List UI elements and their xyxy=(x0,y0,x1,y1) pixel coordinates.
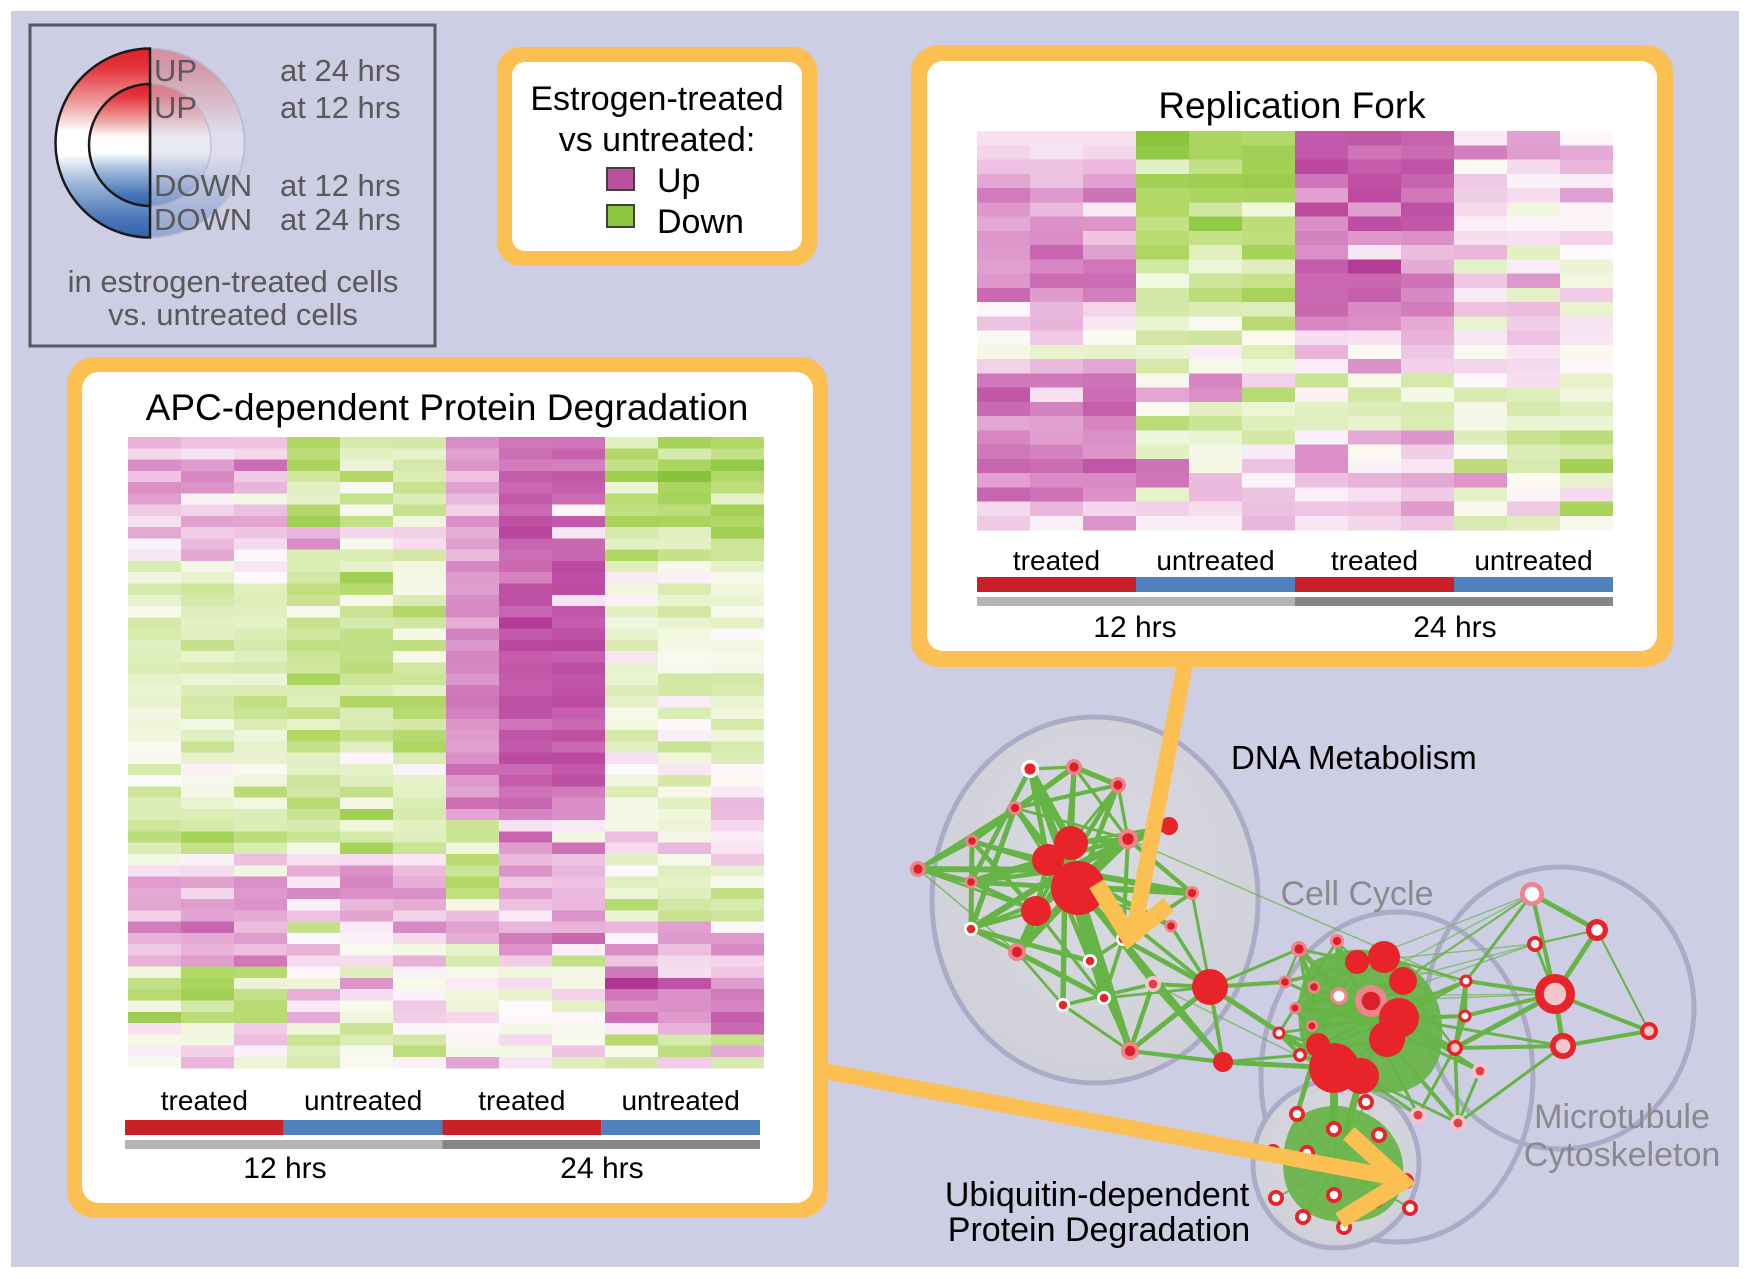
svg-text:24 hrs: 24 hrs xyxy=(1413,611,1496,644)
svg-text:treated: treated xyxy=(1331,545,1418,576)
svg-text:at 12 hrs: at 12 hrs xyxy=(280,90,401,125)
svg-text:UP: UP xyxy=(154,90,197,125)
svg-text:Ubiquitin-dependent: Ubiquitin-dependent xyxy=(945,1176,1250,1214)
svg-text:Replication Fork: Replication Fork xyxy=(1158,85,1426,126)
svg-text:12 hrs: 12 hrs xyxy=(243,1152,326,1185)
svg-text:treated: treated xyxy=(478,1085,565,1116)
svg-text:vs untreated:: vs untreated: xyxy=(559,121,756,159)
svg-text:12 hrs: 12 hrs xyxy=(1093,611,1176,644)
svg-text:untreated: untreated xyxy=(1156,545,1274,576)
svg-text:Up: Up xyxy=(657,162,700,200)
svg-text:at 12 hrs: at 12 hrs xyxy=(280,168,401,203)
svg-text:treated: treated xyxy=(1013,545,1100,576)
svg-text:treated: treated xyxy=(161,1085,248,1116)
svg-text:Down: Down xyxy=(657,203,744,241)
svg-text:at 24 hrs: at 24 hrs xyxy=(280,53,401,88)
svg-text:DNA Metabolism: DNA Metabolism xyxy=(1231,739,1477,776)
svg-text:Microtubule: Microtubule xyxy=(1534,1098,1710,1136)
svg-text:untreated: untreated xyxy=(1474,545,1592,576)
svg-text:APC-dependent Protein Degradat: APC-dependent Protein Degradation xyxy=(146,387,749,428)
svg-text:at 24 hrs: at 24 hrs xyxy=(280,202,401,237)
svg-text:Protein Degradation: Protein Degradation xyxy=(948,1211,1250,1249)
svg-text:untreated: untreated xyxy=(621,1085,739,1116)
svg-text:Cytoskeleton: Cytoskeleton xyxy=(1524,1136,1721,1174)
svg-text:UP: UP xyxy=(154,53,197,88)
svg-text:Estrogen-treated: Estrogen-treated xyxy=(530,80,783,118)
svg-text:DOWN: DOWN xyxy=(154,202,252,237)
svg-text:DOWN: DOWN xyxy=(154,168,252,203)
svg-text:24 hrs: 24 hrs xyxy=(560,1152,643,1185)
svg-text:Cell Cycle: Cell Cycle xyxy=(1280,875,1433,913)
svg-text:in estrogen-treated cells: in estrogen-treated cells xyxy=(68,264,399,299)
svg-text:vs. untreated cells: vs. untreated cells xyxy=(108,297,358,332)
svg-text:untreated: untreated xyxy=(304,1085,422,1116)
